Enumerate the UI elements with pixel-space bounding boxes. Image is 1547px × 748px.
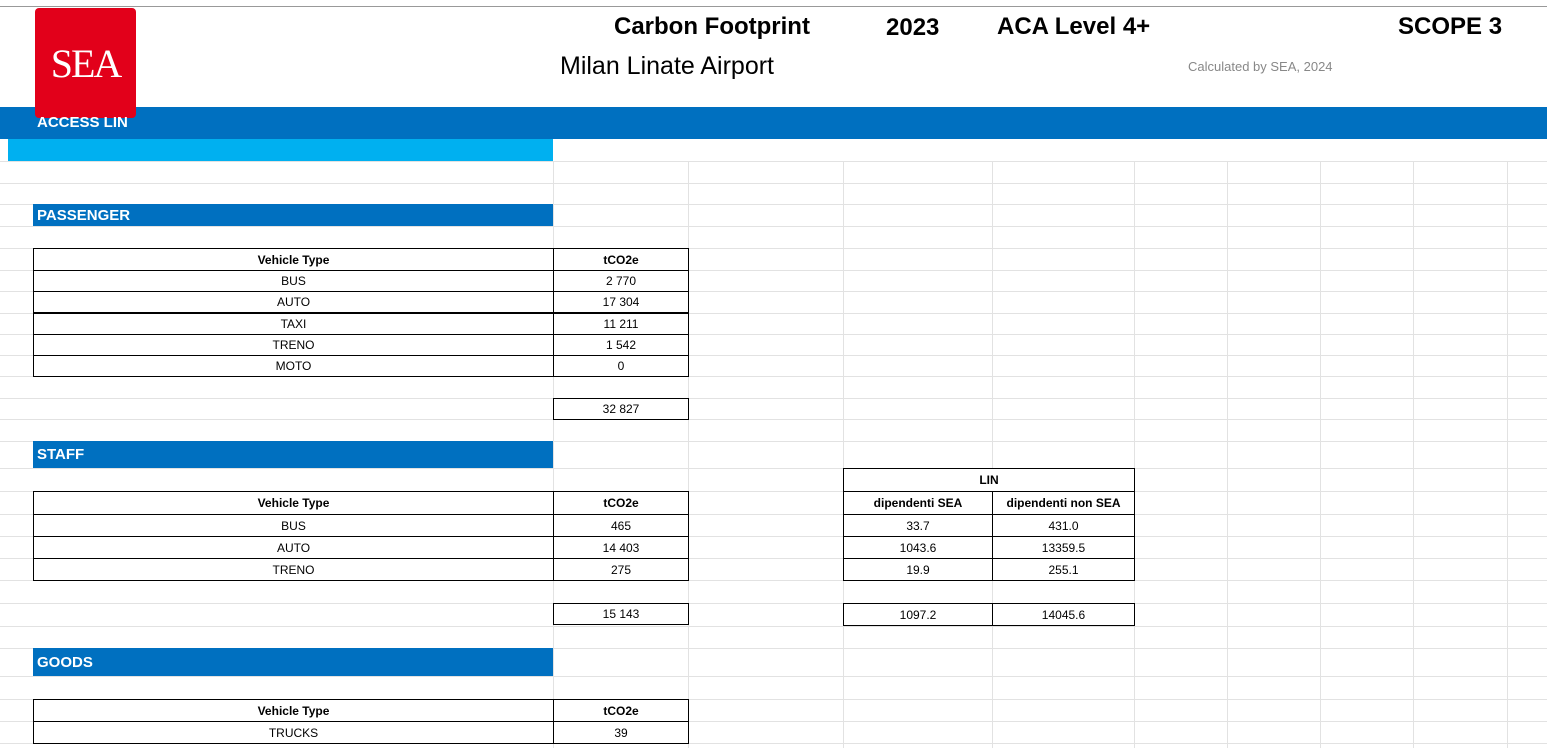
grid-line (0, 270, 1547, 271)
cell: 14 403 (553, 536, 689, 559)
cell: dipendenti SEA (843, 491, 993, 515)
grid-line (0, 419, 1547, 420)
top-rule (0, 6, 1547, 7)
grid-line (0, 676, 1547, 677)
year: 2023 (886, 14, 940, 41)
cell: 1 542 (553, 334, 689, 356)
cell: tCO2e (553, 491, 689, 515)
cell: TRENO (33, 334, 554, 356)
grid-line (0, 648, 1547, 649)
grid-line (1134, 161, 1135, 748)
cell: 0 (553, 355, 689, 377)
grid-line (1320, 161, 1321, 748)
cell: Vehicle Type (33, 248, 554, 271)
grid-line (0, 699, 1547, 700)
grid-line (0, 355, 1547, 356)
grid-line (0, 441, 1547, 442)
cell: TRUCKS (33, 721, 554, 744)
grid-line (0, 743, 1547, 744)
cell: Vehicle Type (33, 491, 554, 515)
grid-line (553, 161, 554, 748)
band-label: PASSENGER (33, 204, 553, 226)
section-band (0, 107, 1547, 139)
grid-line (992, 161, 993, 748)
cell: TAXI (33, 313, 554, 335)
scope: SCOPE 3 (1398, 13, 1503, 40)
cell: 17 304 (553, 291, 689, 313)
cell: BUS (33, 514, 554, 537)
grid-line (0, 204, 1547, 205)
subtitle: Milan Linate Airport (560, 52, 775, 80)
grid-line (688, 161, 689, 748)
grid-line (0, 313, 1547, 314)
grid-line (0, 376, 1547, 377)
cell: tCO2e (553, 248, 689, 271)
grid-line (0, 558, 1547, 559)
cell: 431.0 (992, 514, 1135, 537)
grid-line (0, 536, 1547, 537)
grid-line (0, 514, 1547, 515)
cell: 255.1 (992, 558, 1135, 581)
cell: 19.9 (843, 558, 993, 581)
cell: 465 (553, 514, 689, 537)
cell: 1043.6 (843, 536, 993, 559)
cell: Vehicle Type (33, 699, 554, 722)
logo: SEA (35, 8, 136, 118)
grid-line (0, 161, 1547, 162)
grid-line (0, 580, 1547, 581)
grid-line (0, 603, 1547, 604)
grid-line (843, 161, 844, 748)
cell: dipendenti non SEA (992, 491, 1135, 515)
grid-line (0, 491, 1547, 492)
cell: 1097.2 (843, 603, 993, 626)
cell: 11 211 (553, 313, 689, 335)
band-label: STAFF (33, 441, 553, 468)
cell: 2 770 (553, 270, 689, 292)
grid-line (0, 626, 1547, 627)
grid-line (0, 291, 1547, 292)
cell: AUTO (33, 536, 554, 559)
grid-line (1413, 161, 1414, 748)
grid-line (0, 721, 1547, 722)
cell: 275 (553, 558, 689, 581)
cell: LIN (843, 468, 1135, 492)
band-label: GOODS (33, 648, 553, 676)
grid-line (0, 334, 1547, 335)
cell: 32 827 (553, 398, 689, 420)
title: Carbon Footprint (614, 13, 810, 40)
cell: 13359.5 (992, 536, 1135, 559)
cell: tCO2e (553, 699, 689, 722)
cell: 33.7 (843, 514, 993, 537)
grid-line (0, 468, 1547, 469)
cell: 39 (553, 721, 689, 744)
grid-line (0, 248, 1547, 249)
cell: AUTO (33, 291, 554, 313)
cell: TRENO (33, 558, 554, 581)
grid-line (0, 226, 1547, 227)
grid-line (0, 398, 1547, 399)
cell: 14045.6 (992, 603, 1135, 626)
cell: 15 143 (553, 603, 689, 625)
cell: BUS (33, 270, 554, 292)
section-title: ACCESS LIN (37, 114, 128, 131)
credit: Calculated by SEA, 2024 (1188, 59, 1333, 74)
sub-band (8, 139, 553, 161)
cell: MOTO (33, 355, 554, 377)
level: ACA Level 4+ (997, 13, 1151, 40)
grid-line (1507, 161, 1508, 748)
grid-line (1227, 161, 1228, 748)
grid-line (0, 183, 1547, 184)
